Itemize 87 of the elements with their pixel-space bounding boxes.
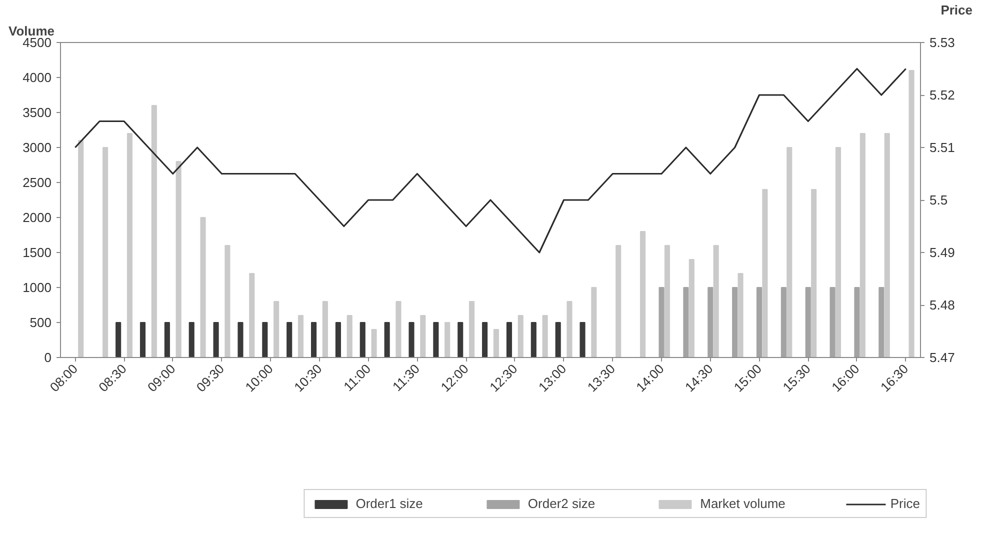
bar [274,301,280,358]
bar [518,315,524,358]
y2-tick-label: 5.51 [930,140,955,155]
bar [762,189,768,358]
y-tick-label: 3500 [22,105,52,120]
bar [780,287,786,358]
bar [580,322,586,358]
bar [433,322,439,358]
bar [78,140,84,358]
bar [854,287,860,358]
y-tick-label: 4000 [22,70,52,85]
bar [408,322,414,358]
y-tick-label: 1500 [22,245,52,260]
y2-tick-label: 5.47 [930,350,955,365]
bar [860,133,866,358]
bar [591,287,597,358]
bar [396,301,402,358]
legend-label: Price [890,496,920,511]
bar [713,245,719,358]
bar [262,322,268,358]
bar [224,245,230,358]
bar [140,322,146,358]
bar [908,70,914,358]
bar [188,322,194,358]
bar [126,133,133,358]
bar [708,287,714,358]
bar [335,322,341,358]
bar [468,301,475,358]
bar [102,147,108,358]
y-tick-label: 2500 [22,175,52,190]
bar [322,301,328,358]
bar [805,287,811,358]
y2-axis-title: Price [940,2,973,18]
bar [542,315,548,358]
bar [658,287,664,358]
bar [444,322,450,358]
bar [616,245,622,358]
bar [298,315,304,358]
y2-tick-label: 5.53 [930,35,955,50]
y-tick-label: 0 [44,350,52,365]
bar [884,133,890,358]
bar [878,287,884,358]
bar [555,322,561,358]
bar [384,322,390,358]
bar [756,287,762,358]
bar [830,287,836,358]
bar [420,315,426,358]
bar [249,273,255,358]
bar [238,322,244,358]
bar [835,147,842,358]
bar [116,322,122,358]
y2-tick-label: 5.52 [930,88,955,102]
bar [786,147,792,358]
bar [688,259,694,358]
bar [566,301,572,358]
bar [683,287,689,358]
bar [213,322,219,358]
y-tick-label: 500 [30,315,52,330]
legend-label: Market volume [700,496,786,511]
bar [151,105,157,358]
bar [371,329,377,358]
bar [346,315,352,358]
legend-label: Order2 size [528,496,596,511]
bar [286,322,292,358]
bar [530,322,536,358]
y2-tick-label: 5.5 [930,192,948,208]
y2-tick-label: 5.48 [930,298,955,312]
bar [738,273,744,358]
bar [664,245,670,358]
bar [360,322,366,358]
y-tick-label: 2000 [22,210,52,225]
bar [811,189,817,358]
y2-tick-label: 5.49 [930,245,955,260]
bar [482,322,488,358]
bar [506,322,512,358]
bar [176,161,182,358]
y-tick-label: 1000 [22,280,52,295]
bar [732,287,738,358]
bar [200,217,206,358]
y-tick-label: 3000 [22,140,52,155]
bar [640,231,646,358]
bar [493,329,499,358]
legend-label: Order1 size [356,496,423,511]
bar [310,322,317,358]
line-series [74,68,907,254]
bar [164,322,170,358]
bar [458,322,464,358]
